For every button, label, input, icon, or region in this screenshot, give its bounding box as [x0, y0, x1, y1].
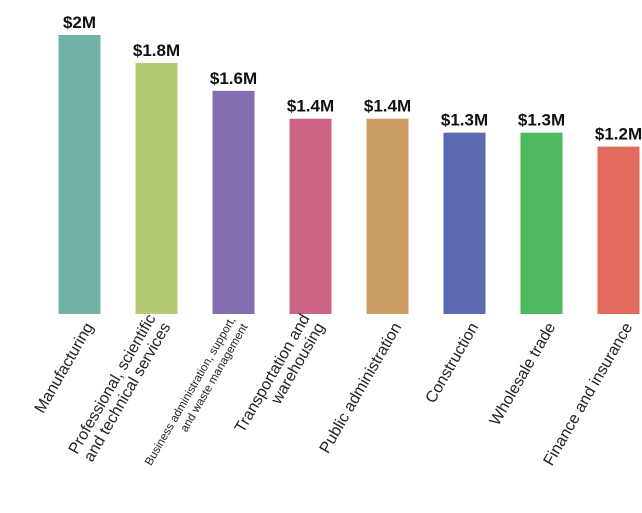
data-label-7: $1.3M: [518, 111, 565, 130]
bar-1: [58, 35, 101, 314]
data-label-3: $1.6M: [210, 69, 257, 88]
category-label-1: Manufacturing: [32, 320, 97, 416]
category-label-line: Public administration: [317, 320, 406, 456]
data-labels-group: $2M $1.8M $1.6M $1.4M $1.4M $1.3M $1.3M $1.2M: [63, 13, 642, 144]
category-label-6: Construction: [423, 320, 483, 406]
category-label-line: Finance and insurance: [541, 320, 637, 469]
data-label-4: $1.4M: [287, 97, 334, 116]
category-label-8: Finance and insurance: [541, 320, 637, 469]
bars-group: [58, 35, 640, 315]
bar-5: [366, 118, 409, 314]
category-label-line: Manufacturing: [32, 320, 97, 416]
category-label-5: Public administration: [317, 320, 406, 456]
data-label-1: $2M: [63, 13, 96, 32]
data-label-6: $1.3M: [441, 111, 488, 130]
bar-2: [135, 62, 178, 315]
bar-4: [289, 118, 332, 314]
bar-7: [520, 132, 563, 314]
data-label-8: $1.2M: [595, 125, 642, 144]
category-label-7: Wholesale trade: [487, 320, 560, 429]
data-label-2: $1.8M: [133, 41, 180, 60]
bar-3: [212, 90, 255, 314]
data-label-5: $1.4M: [364, 97, 411, 116]
bar-6: [443, 132, 486, 314]
bar-8: [597, 146, 640, 314]
category-label-line: Wholesale trade: [487, 320, 560, 429]
category-label-line: Construction: [423, 320, 483, 406]
